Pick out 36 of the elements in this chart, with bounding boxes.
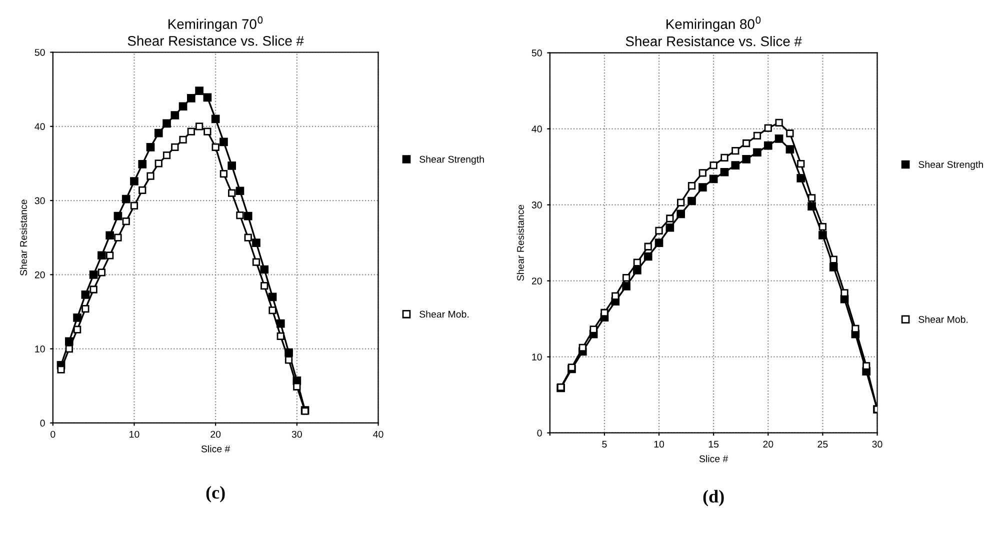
x-tick-label: 40 bbox=[373, 430, 384, 438]
y-tick-label: 20 bbox=[532, 278, 542, 284]
legend-label: Shear Strength bbox=[420, 156, 484, 165]
x-tick-label: 10 bbox=[654, 440, 664, 448]
y-tick-label: 10 bbox=[35, 346, 45, 352]
y-tick-label: 40 bbox=[34, 123, 45, 130]
legend-label: Shear Mob. bbox=[420, 310, 468, 318]
legend-label: Shear Strength bbox=[918, 160, 983, 170]
y-tick-label: 20 bbox=[34, 271, 45, 278]
y-axis-title: Shear Resistance bbox=[516, 204, 524, 281]
x-axis-title: Slice # bbox=[699, 455, 728, 462]
y-tick-label: 50 bbox=[34, 48, 45, 56]
x-tick-label: 10 bbox=[130, 430, 140, 438]
chart-subtitle: Shear Resistance vs. Slice # bbox=[128, 36, 304, 46]
x-axis-title: Slice # bbox=[201, 445, 230, 452]
text: (d) bbox=[703, 490, 724, 506]
y-tick-label: 40 bbox=[532, 126, 542, 132]
x-tick-label: 20 bbox=[763, 440, 774, 448]
x-tick-label: 30 bbox=[292, 430, 302, 438]
text: (c) bbox=[206, 486, 225, 502]
y-tick-label: 0 bbox=[40, 420, 45, 427]
legend-label: Shear Mob. bbox=[918, 316, 968, 323]
y-tick-label: 50 bbox=[532, 50, 542, 56]
x-tick-label: 0 bbox=[50, 430, 56, 438]
x-tick-label: 15 bbox=[708, 440, 719, 448]
chart-title: Kemiringan 70$^{0}$ bbox=[168, 16, 263, 32]
x-tick-label: 30 bbox=[872, 440, 882, 448]
y-tick-label: 30 bbox=[34, 197, 45, 204]
x-tick-label: 25 bbox=[818, 440, 828, 448]
y-axis-title: Shear Resistance bbox=[20, 200, 27, 276]
chart-subtitle: Shear Resistance vs. Slice # bbox=[626, 36, 802, 46]
x-tick-label: 20 bbox=[210, 430, 221, 438]
chart-title: Kemiringan 80$^{0}$ bbox=[666, 16, 761, 32]
x-tick-label: 5 bbox=[602, 440, 607, 448]
y-tick-label: 10 bbox=[532, 354, 542, 360]
y-tick-label: 30 bbox=[532, 202, 542, 208]
